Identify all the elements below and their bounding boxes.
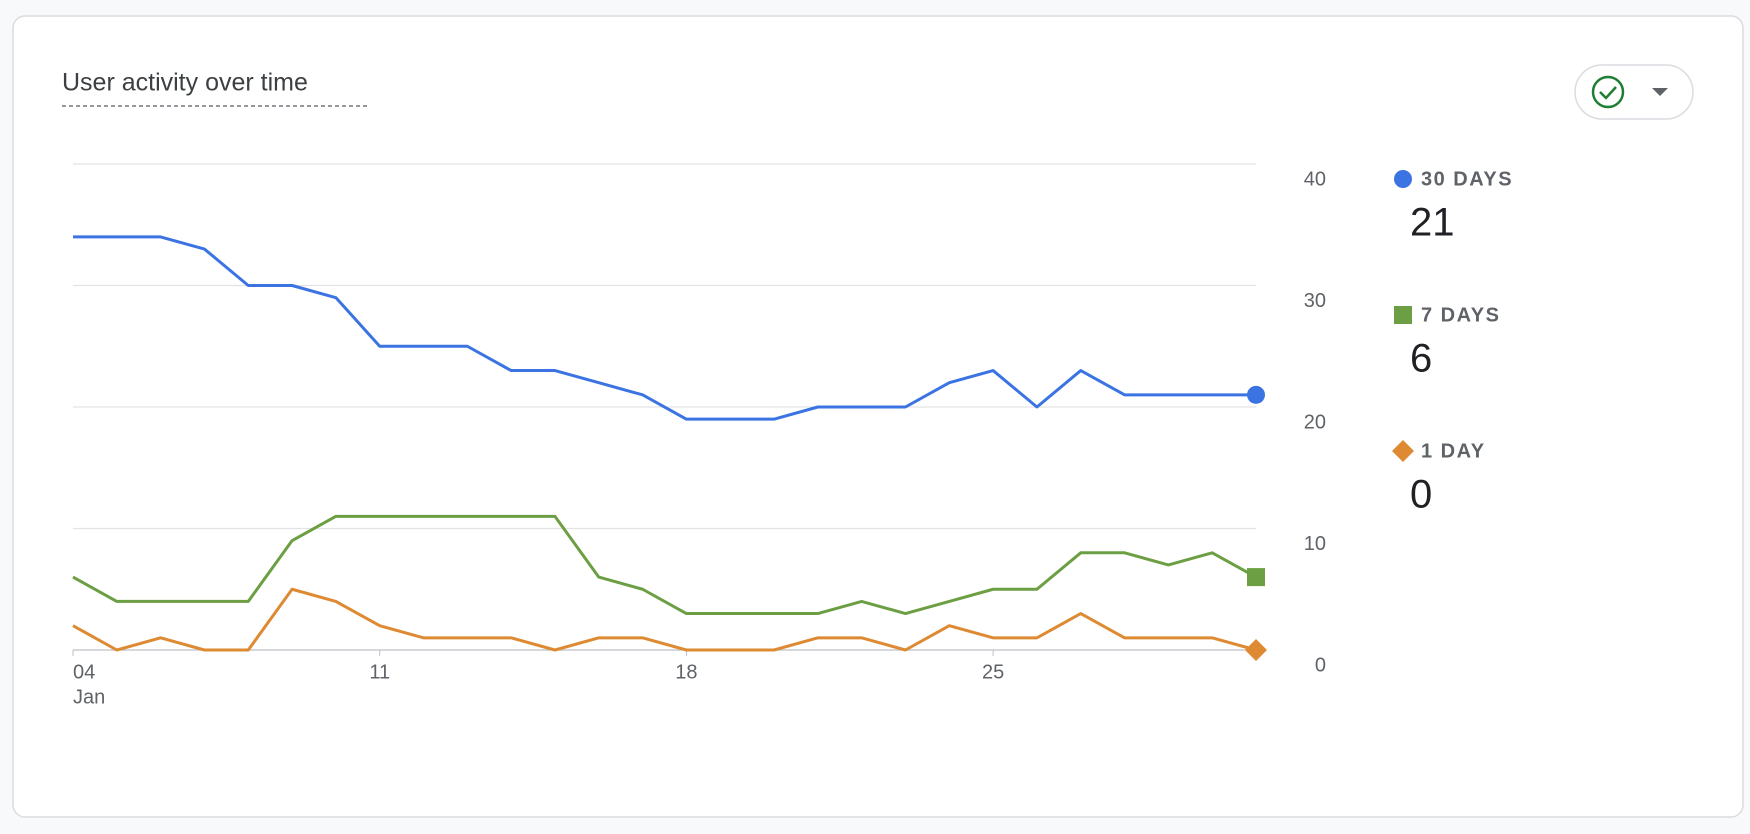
y-tick-label: 0 — [1315, 654, 1326, 676]
x-tick-label: 11 — [369, 661, 390, 683]
legend-label: 7 DAYS — [1421, 304, 1500, 326]
legend-marker — [1392, 440, 1414, 462]
legend-value: 6 — [1410, 337, 1432, 381]
legend-marker — [1394, 306, 1412, 324]
check-icon — [1591, 75, 1625, 109]
series-line — [72, 514, 1257, 616]
check-mark — [1599, 86, 1617, 100]
chart-title: User activity over time — [62, 69, 308, 97]
legend-value: 21 — [1410, 201, 1455, 245]
series-line — [72, 587, 1257, 652]
legend-value: 0 — [1410, 473, 1432, 517]
series-line — [73, 235, 1256, 421]
y-tick-label: 30 — [1304, 290, 1326, 312]
y-tick-label: 10 — [1304, 533, 1326, 555]
y-tick-label: 40 — [1304, 168, 1326, 190]
dropdown-arrow — [1652, 88, 1668, 96]
end-marker — [1247, 568, 1265, 587]
legend-label: 1 DAY — [1421, 440, 1486, 462]
x-tick-label: 18 — [675, 661, 697, 683]
compare-button[interactable] — [1574, 64, 1694, 120]
x-tick-label: 25 — [982, 661, 1004, 683]
x-month-label: Jan — [73, 686, 105, 708]
end-marker — [1245, 639, 1267, 661]
end-marker — [1247, 385, 1265, 404]
card — [12, 15, 1744, 818]
x-tick-label: 04 — [73, 661, 95, 683]
legend-label: 30 DAYS — [1421, 168, 1513, 190]
legend-marker — [1394, 170, 1412, 188]
y-tick-label: 20 — [1304, 411, 1326, 433]
